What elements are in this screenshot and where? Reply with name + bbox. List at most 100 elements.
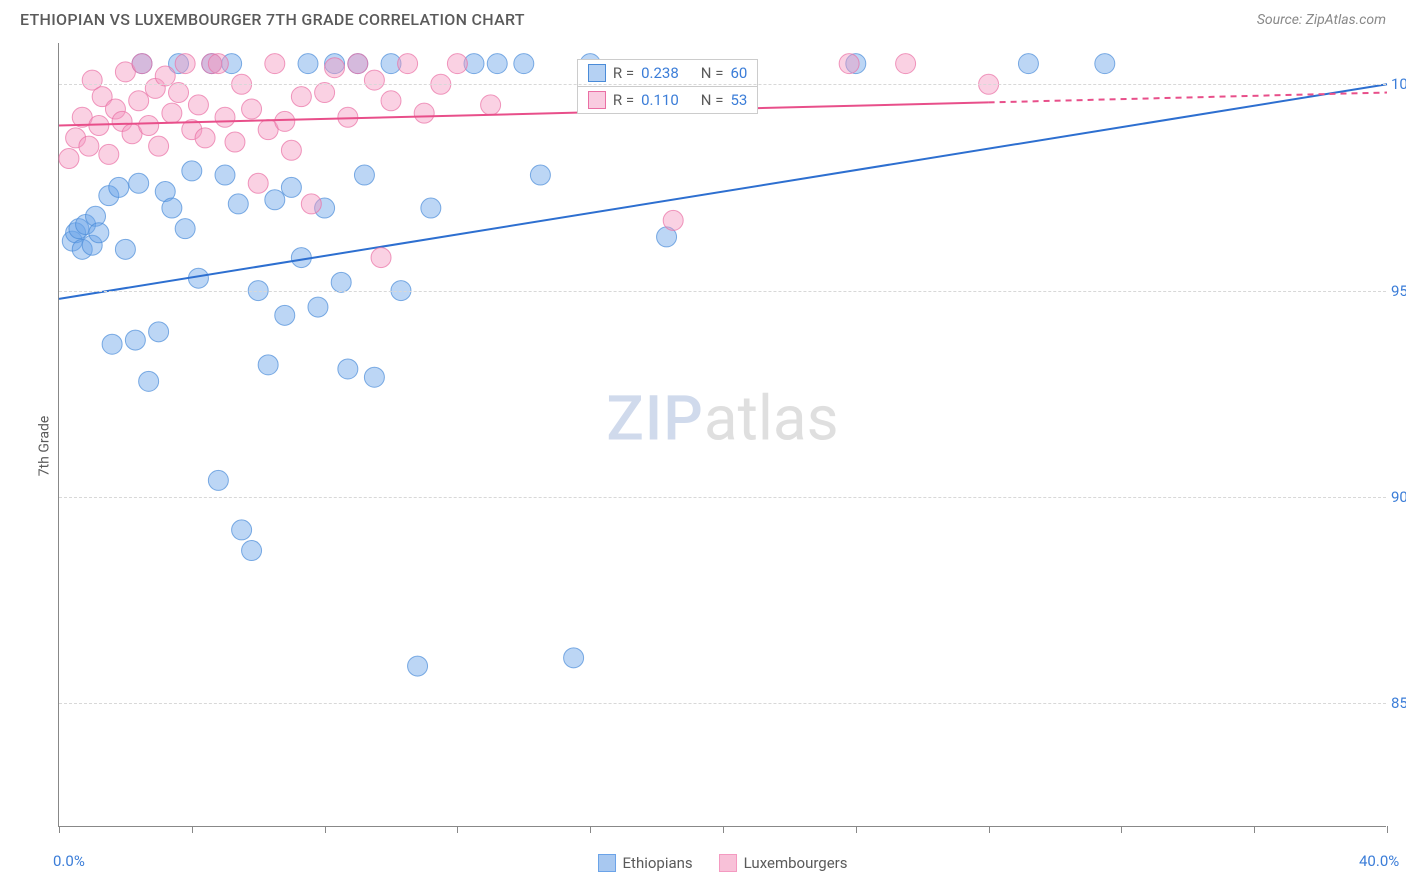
x-tick (590, 826, 591, 833)
series-legend: Ethiopians Luxembourgers (598, 854, 848, 872)
data-point (208, 54, 228, 74)
data-point (232, 520, 252, 540)
data-point (301, 194, 321, 214)
data-point (315, 83, 335, 103)
data-point (59, 149, 79, 169)
data-point (421, 198, 441, 218)
data-point (447, 54, 467, 74)
data-point (188, 95, 208, 115)
stat-n-label: N = (701, 91, 724, 109)
x-tick (1121, 826, 1122, 833)
x-tick (989, 826, 990, 833)
x-tick-label: 40.0% (1359, 852, 1399, 870)
data-point (381, 91, 401, 111)
chart-plot-area: ZIPatlas R =0.238N =60R =0.110N =53 Ethi… (58, 43, 1386, 827)
data-point (663, 210, 683, 230)
y-tick-label: 85.0% (1391, 694, 1406, 712)
x-tick (1254, 826, 1255, 833)
data-point (242, 99, 262, 119)
x-tick (856, 826, 857, 833)
data-point (195, 128, 215, 148)
data-point (1018, 54, 1038, 74)
data-point (275, 111, 295, 131)
data-point (208, 470, 228, 490)
data-point (265, 54, 285, 74)
data-point (99, 144, 119, 164)
data-point (215, 165, 235, 185)
data-point (129, 173, 149, 193)
data-point (162, 103, 182, 123)
chart-title: ETHIOPIAN VS LUXEMBOURGER 7TH GRADE CORR… (20, 10, 525, 29)
data-point (139, 371, 159, 391)
data-point (275, 305, 295, 325)
legend-item: Luxembourgers (719, 854, 848, 872)
stat-r-label: R = (613, 64, 634, 82)
data-point (364, 70, 384, 90)
data-point (149, 322, 169, 342)
data-point (298, 54, 318, 74)
legend-swatch (719, 854, 737, 872)
grid-line (59, 497, 1386, 498)
x-tick (1387, 826, 1388, 833)
data-point (338, 359, 358, 379)
y-tick-label: 95.0% (1391, 282, 1406, 300)
data-point (325, 58, 345, 78)
y-axis-label: 7th Grade (36, 416, 52, 477)
data-point (215, 107, 235, 127)
stat-row: R = 0.238 N = 60 (578, 60, 757, 87)
series-swatch (588, 64, 606, 82)
x-tick-label: 0.0% (53, 852, 85, 870)
grid-line (59, 703, 1386, 704)
data-point (258, 355, 278, 375)
data-point (248, 173, 268, 193)
stat-r-label: R = (613, 91, 634, 109)
data-point (139, 116, 159, 136)
data-point (371, 248, 391, 268)
data-point (175, 219, 195, 239)
data-point (348, 54, 368, 74)
data-point (89, 223, 109, 243)
data-point (125, 330, 145, 350)
data-point (398, 54, 418, 74)
data-point (481, 95, 501, 115)
data-point (109, 177, 129, 197)
y-tick-label: 90.0% (1391, 488, 1406, 506)
data-point (242, 541, 262, 561)
data-point (115, 239, 135, 259)
data-point (155, 66, 175, 86)
scatter-svg (59, 43, 1386, 826)
data-point (265, 190, 285, 210)
legend-item: Ethiopians (598, 854, 693, 872)
data-point (102, 334, 122, 354)
source-label: Source: ZipAtlas.com (1257, 12, 1386, 28)
data-point (364, 367, 384, 387)
data-point (354, 165, 374, 185)
data-point (308, 297, 328, 317)
legend-label: Luxembourgers (744, 854, 848, 872)
grid-line (59, 84, 1386, 85)
data-point (129, 91, 149, 111)
stat-n-value: 60 (730, 64, 747, 82)
data-point (225, 132, 245, 152)
data-point (1095, 54, 1115, 74)
x-tick (325, 826, 326, 833)
stat-r-value: 0.238 (641, 64, 679, 82)
data-point (414, 103, 434, 123)
data-point (564, 648, 584, 668)
stat-n-label: N = (701, 64, 724, 82)
data-point (162, 198, 182, 218)
data-point (175, 54, 195, 74)
data-point (132, 54, 152, 74)
data-point (228, 194, 248, 214)
x-tick (723, 826, 724, 833)
data-point (281, 140, 301, 160)
stat-n-value: 53 (730, 91, 747, 109)
data-point (79, 136, 99, 156)
data-point (291, 87, 311, 107)
data-point (331, 272, 351, 292)
data-point (530, 165, 550, 185)
data-point (514, 54, 534, 74)
data-point (839, 54, 859, 74)
x-tick (59, 826, 60, 833)
data-point (169, 83, 189, 103)
